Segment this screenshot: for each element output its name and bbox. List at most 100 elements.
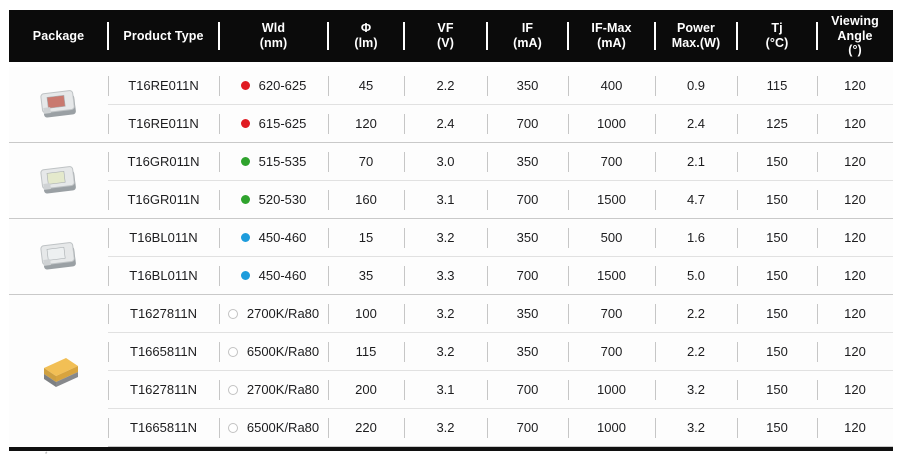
product-type-cell: T16RE011N bbox=[108, 104, 219, 143]
phi-cell: 45 bbox=[328, 62, 404, 105]
product-type-cell: T16BL011N bbox=[108, 218, 219, 257]
if-max-cell: 400 bbox=[568, 62, 655, 105]
phi-cell: 35 bbox=[328, 256, 404, 295]
viewing-angle-cell: 120 bbox=[817, 256, 893, 295]
phi-cell: 100 bbox=[328, 294, 404, 333]
wld-value: 6500K/Ra80 bbox=[246, 344, 320, 359]
wld-value-group: 615-625 bbox=[219, 116, 328, 131]
power-max-cell: 2.2 bbox=[655, 294, 737, 333]
power-max-cell: 2.1 bbox=[655, 142, 737, 181]
wld-cell: 450-460 bbox=[219, 256, 328, 295]
vf-cell: 3.2 bbox=[404, 332, 487, 371]
power-max-cell: 4.7 bbox=[655, 180, 737, 219]
tj-cell: 150 bbox=[737, 332, 817, 371]
tj-cell: 115 bbox=[737, 62, 817, 105]
package-image-smd-clear-blue bbox=[9, 218, 108, 295]
wld-value: 2700K/Ra80 bbox=[246, 382, 320, 397]
emission-color-dot-icon bbox=[240, 81, 250, 90]
wld-cell: 520-530 bbox=[219, 180, 328, 219]
smd-clear-red-icon bbox=[39, 89, 76, 118]
viewing-angle-cell: 120 bbox=[817, 218, 893, 257]
wld-value: 450-460 bbox=[258, 230, 307, 245]
column-header-product-type: Product Type bbox=[108, 10, 219, 65]
table-row: T16GR011N 515-535 70 3.0 350 700 2.1 150 120 bbox=[9, 142, 893, 219]
viewing-angle-cell: 120 bbox=[817, 370, 893, 409]
column-header-text: Angle bbox=[837, 28, 873, 43]
column-header-text: Package bbox=[32, 28, 85, 43]
wld-value-group: 520-530 bbox=[219, 192, 328, 207]
footnote-mark: * bbox=[45, 452, 48, 458]
column-header-text: Wld bbox=[261, 21, 286, 36]
vf-cell: 3.2 bbox=[404, 294, 487, 333]
column-header-text: Product Type bbox=[123, 28, 204, 43]
wld-value-group: 515-535 bbox=[219, 154, 328, 169]
emission-color-dot-icon bbox=[227, 384, 238, 395]
power-max-cell: 0.9 bbox=[655, 62, 737, 105]
if-max-cell: 700 bbox=[568, 332, 655, 371]
if-cell: 350 bbox=[487, 294, 568, 333]
product-type-cell: T16RE011N bbox=[108, 62, 219, 105]
header-row: Package Product Type Wld (nm) Φ (lm) VF (V) IF (m… bbox=[9, 10, 893, 65]
phi-cell: 200 bbox=[328, 370, 404, 409]
table-row: T1665811N 6500K/Ra80 115 3.2 350 700 2.2 150 120 bbox=[9, 332, 893, 371]
if-max-cell: 1000 bbox=[568, 104, 655, 143]
led-spec-table: Package Product Type Wld (nm) Φ (lm) VF (V) IF (m… bbox=[9, 10, 893, 447]
column-header-phi: Φ (lm) bbox=[328, 10, 404, 65]
wld-value-group: 6500K/Ra80 bbox=[219, 420, 328, 435]
column-header-text: Power bbox=[676, 21, 715, 36]
product-type-cell: T16GR011N bbox=[108, 142, 219, 181]
table-row: T1627811N 2700K/Ra80 200 3.1 700 1000 3.2 150 12… bbox=[9, 370, 893, 409]
vf-cell: 3.0 bbox=[404, 142, 487, 181]
wld-value-group: 450-460 bbox=[219, 230, 328, 245]
emission-color-dot-icon bbox=[240, 271, 250, 280]
product-type-cell: T1665811N bbox=[108, 332, 219, 371]
table-row: T16BL011N 450-460 15 3.2 350 500 1.6 150 120 bbox=[9, 218, 893, 295]
column-header-text: (V) bbox=[437, 36, 454, 50]
tj-cell: 150 bbox=[737, 408, 817, 447]
product-type-cell: T1627811N bbox=[108, 294, 219, 333]
wld-value: 2700K/Ra80 bbox=[246, 306, 320, 321]
column-header-text: (mA) bbox=[597, 36, 626, 50]
tj-cell: 150 bbox=[737, 294, 817, 333]
viewing-angle-cell: 120 bbox=[817, 142, 893, 181]
wld-value: 620-625 bbox=[258, 78, 307, 93]
if-cell: 700 bbox=[487, 180, 568, 219]
column-header-vf: VF (V) bbox=[404, 10, 487, 65]
column-header-text: (°) bbox=[848, 43, 862, 58]
column-header-text: (°C) bbox=[765, 36, 789, 50]
tj-cell: 150 bbox=[737, 142, 817, 181]
emission-color-dot-icon bbox=[240, 157, 250, 166]
column-header-if-max: IF-Max (mA) bbox=[568, 10, 655, 65]
smd-clear-blue-icon bbox=[39, 241, 76, 270]
column-header-text: (nm) bbox=[259, 36, 288, 50]
wld-value: 520-530 bbox=[258, 192, 307, 207]
emission-color-dot-icon bbox=[227, 422, 238, 433]
table-row: T16RE011N 620-625 45 2.2 350 400 0.9 115 120 bbox=[9, 62, 893, 143]
column-header-text: Viewing bbox=[831, 13, 879, 28]
tj-cell: 150 bbox=[737, 180, 817, 219]
wld-cell: 620-625 bbox=[219, 62, 328, 105]
if-cell: 700 bbox=[487, 408, 568, 447]
product-type-cell: T1665811N bbox=[108, 408, 219, 447]
if-cell: 350 bbox=[487, 142, 568, 181]
column-header-viewing-angle: Viewing Angle (°) bbox=[817, 10, 893, 65]
tj-cell: 150 bbox=[737, 370, 817, 409]
vf-cell: 3.2 bbox=[404, 408, 487, 447]
vf-cell: 3.2 bbox=[404, 218, 487, 257]
product-type-cell: T16BL011N bbox=[108, 256, 219, 295]
column-header-text: Φ bbox=[360, 21, 372, 36]
viewing-angle-cell: 120 bbox=[817, 180, 893, 219]
wld-value-group: 620-625 bbox=[219, 78, 328, 93]
package-image-smd-yellow bbox=[9, 294, 108, 447]
wld-cell: 450-460 bbox=[219, 218, 328, 257]
power-max-cell: 3.2 bbox=[655, 408, 737, 447]
emission-color-dot-icon bbox=[240, 119, 250, 128]
wld-cell: 615-625 bbox=[219, 104, 328, 143]
emission-color-dot-icon bbox=[227, 346, 238, 357]
viewing-angle-cell: 120 bbox=[817, 332, 893, 371]
power-max-cell: 3.2 bbox=[655, 370, 737, 409]
power-max-cell: 5.0 bbox=[655, 256, 737, 295]
column-header-power-max: Power Max.(W) bbox=[655, 10, 737, 65]
table-row: T16RE011N 615-625 120 2.4 700 1000 2.4 125 120 bbox=[9, 104, 893, 143]
